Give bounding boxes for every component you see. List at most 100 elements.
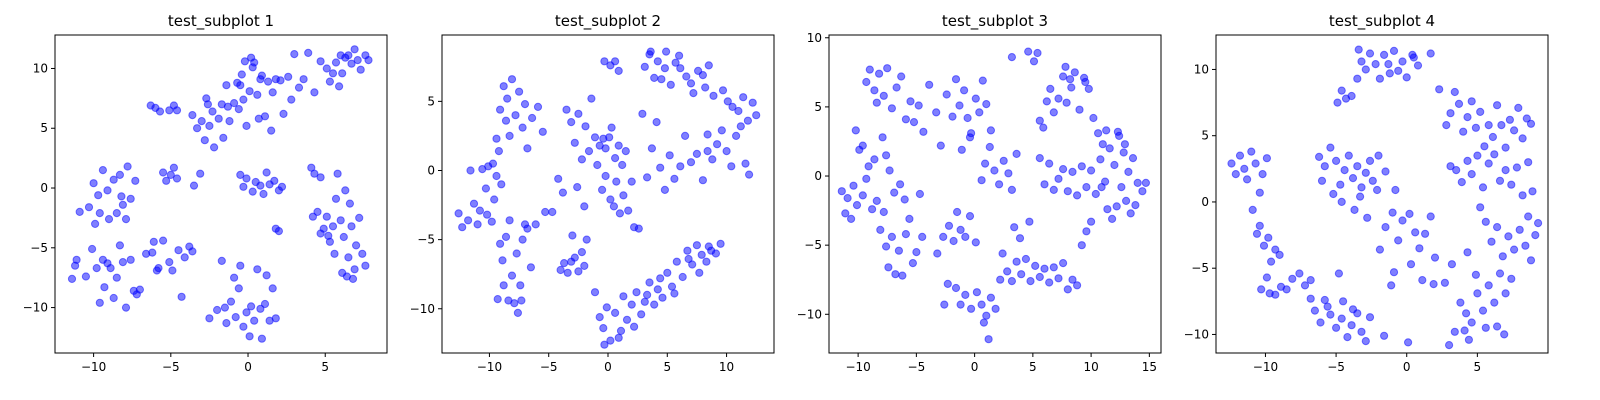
scatter-point [656, 274, 665, 283]
scatter-point [653, 57, 662, 66]
scatter-point [341, 186, 350, 195]
scatter-point [1373, 185, 1382, 195]
plot-area [837, 47, 1151, 344]
scatter-point [884, 263, 893, 272]
scatter-point [523, 224, 532, 233]
scatter-point [121, 215, 131, 224]
scatter-point [957, 145, 966, 154]
scatter-point [882, 151, 891, 160]
scatter-point [1067, 83, 1076, 92]
scatter-point [496, 239, 505, 248]
scatter-point [242, 121, 251, 131]
scatter-point [67, 274, 77, 283]
scatter-point [1264, 233, 1273, 242]
scatter-point [325, 77, 334, 86]
scatter-point [523, 144, 532, 153]
scatter-point [279, 109, 288, 119]
scatter-point [1480, 142, 1489, 151]
scatter-point [606, 195, 615, 204]
scatter-point [1487, 237, 1496, 246]
scatter-point [271, 314, 280, 323]
scatter-point [1476, 107, 1485, 117]
scatter-point [1024, 47, 1033, 56]
scatter-point [1252, 229, 1262, 238]
scatter-point [236, 261, 245, 270]
scatter-point [1457, 178, 1466, 187]
scatter-point [1103, 205, 1112, 214]
scatter-point [727, 162, 736, 171]
scatter-point [270, 176, 279, 185]
scatter-point [487, 217, 496, 226]
scatter-point [573, 183, 582, 192]
x-tick-label: −10 [81, 360, 106, 374]
scatter-point [943, 279, 952, 288]
scatter-point [665, 151, 674, 160]
scatter-point [174, 246, 183, 255]
scatter-point [1478, 183, 1488, 192]
x-tick-label: −5 [162, 360, 180, 374]
scatter-point [225, 117, 234, 126]
x-tick-label: 10 [1083, 360, 1098, 374]
scatter-point [75, 207, 84, 216]
scatter-point [949, 236, 958, 246]
scatter-point [1402, 73, 1411, 82]
scatter-point [624, 206, 633, 215]
scatter-point [287, 95, 296, 104]
scatter-point [1501, 143, 1510, 152]
scatter-point [621, 147, 630, 156]
scatter-point [683, 246, 692, 255]
scatter-point [112, 273, 121, 282]
scatter-point [492, 134, 501, 143]
scatter-point [338, 268, 347, 277]
scatter-point [689, 89, 698, 98]
scatter-point [847, 214, 856, 223]
x-tick-label: −10 [845, 360, 870, 374]
scatter-point [1514, 103, 1523, 113]
scatter-point [1507, 274, 1516, 283]
scatter-point [556, 265, 565, 275]
scatter-point [879, 207, 888, 217]
scatter-point [849, 181, 858, 190]
scatter-point [1353, 162, 1362, 171]
scatter-point [267, 126, 276, 135]
scatter-point [518, 123, 527, 132]
scatter-point [995, 180, 1004, 189]
scatter-point [180, 253, 189, 262]
scatter-point [1518, 134, 1527, 143]
scatter-point [1243, 175, 1252, 184]
scatter-point [1102, 126, 1111, 135]
scatter-point [1429, 280, 1438, 289]
scatter-point [956, 225, 965, 234]
scatter-point [1521, 241, 1530, 250]
scatter-point [466, 166, 475, 175]
scatter-point [528, 113, 537, 123]
scatter-point [242, 174, 251, 183]
scatter-point [347, 222, 356, 231]
scatter-point [711, 249, 721, 258]
scatter-point [906, 97, 915, 106]
scatter-point [236, 170, 245, 179]
scatter-point [1347, 321, 1356, 330]
x-tick-label: −5 [908, 360, 926, 374]
scatter-point [245, 87, 254, 96]
scatter-point [1398, 216, 1407, 225]
scatter-point [616, 326, 626, 335]
scatter-point [220, 303, 229, 312]
scatter-point [109, 293, 118, 303]
scatter-point [352, 241, 361, 250]
scatter-point [239, 182, 248, 191]
x-tick-label: −10 [1253, 360, 1278, 374]
scatter-point [1493, 223, 1502, 232]
scatter-point [1374, 151, 1383, 160]
scatter-point [1446, 109, 1455, 118]
scatter-point [965, 212, 975, 221]
axes-frame [828, 34, 1162, 354]
scatter-point [975, 108, 984, 117]
scatter-point [912, 248, 921, 257]
scatter-point [100, 283, 109, 292]
scatter-point [1467, 318, 1476, 327]
scatter-point [736, 122, 745, 131]
scatter-point [339, 232, 348, 242]
scatter-point [1353, 74, 1362, 83]
